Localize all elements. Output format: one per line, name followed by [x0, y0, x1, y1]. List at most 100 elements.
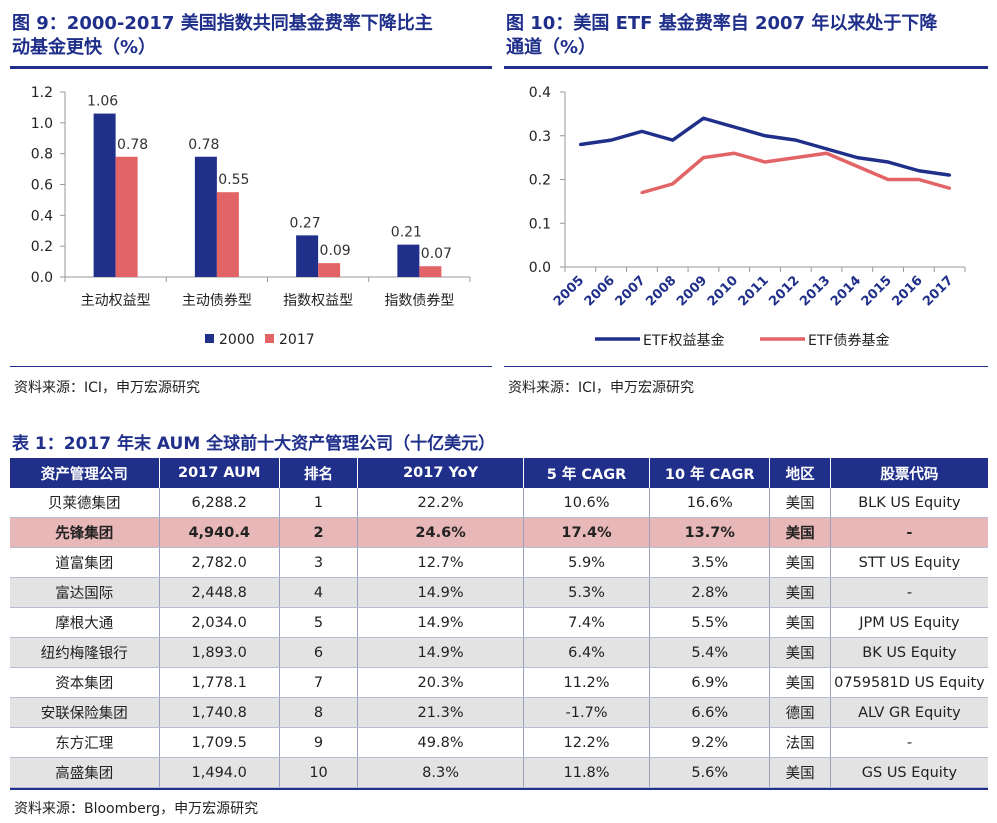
- table-cell: 道富集团: [10, 547, 160, 578]
- table-cell: 12.7%: [357, 547, 524, 578]
- table-cell: 1,494.0: [159, 757, 280, 788]
- table-cell: 1,893.0: [159, 637, 280, 668]
- fig9-bar-chart: 0.0 0.2 0.4 0.6 0.8 1.0 1.2 1.06 0.78 主动权益型 0.78 0.…: [31, 85, 471, 348]
- bar-value-label: 0.78: [188, 137, 219, 153]
- table-cell: 2.8%: [649, 577, 771, 608]
- legend-label-2000: 2000: [219, 332, 255, 348]
- table-cell: 2: [279, 517, 359, 548]
- y-tick-label: 0.0: [31, 270, 53, 286]
- table-cell: ALV GR Equity: [830, 697, 988, 728]
- table-cell: 高盛集团: [10, 757, 160, 788]
- data-point-ETF债券基金: [732, 151, 736, 155]
- bar-value-label: 0.09: [320, 243, 351, 259]
- table-row: 资本集团 1,778.1 7 20.3% 11.2% 6.9% 美国 0759581D US …: [10, 667, 988, 698]
- table-cell: 11.2%: [523, 667, 651, 698]
- table-cell: 17.4%: [523, 517, 651, 548]
- table-cell: 东方汇理: [10, 727, 160, 758]
- table-header-cell: 地区: [769, 458, 831, 488]
- x-tick-label: 2011: [736, 273, 772, 309]
- x-tick-label: 2008: [643, 273, 679, 309]
- x-tick-label: 2005: [551, 273, 587, 309]
- table-cell: 24.6%: [357, 517, 524, 548]
- data-point-ETF债券基金: [671, 182, 675, 186]
- table-cell: 安联保险集团: [10, 697, 160, 728]
- table-row: 先锋集团 4,940.4 2 24.6% 17.4% 13.7% 美国 -: [10, 517, 988, 548]
- table-cell: 5: [279, 607, 359, 638]
- fig10-bottom-rule: [504, 366, 988, 367]
- table-cell: 美国: [769, 757, 831, 788]
- data-point-ETF债券基金: [886, 178, 890, 181]
- table-cell: 22.2%: [357, 488, 524, 518]
- table-cell: 2,034.0: [159, 607, 280, 638]
- table-cell: 6: [279, 637, 359, 668]
- table-cell: 2,782.0: [159, 547, 280, 578]
- fig10-title: 图 10：美国 ETF 基金费率自 2007 年以来处于下降 通道（%）: [506, 12, 991, 60]
- bar-2000: [93, 113, 116, 277]
- x-tick-label: 2010: [705, 273, 741, 309]
- table-row: 富达国际 2,448.8 4 14.9% 5.3% 2.8% 美国 -: [10, 577, 988, 608]
- data-point-ETF权益基金: [948, 173, 952, 177]
- table-cell: -: [830, 727, 988, 758]
- table-row: 东方汇理 1,709.5 9 49.8% 12.2% 9.2% 法国 -: [10, 727, 988, 758]
- table-cell: 21.3%: [357, 697, 524, 728]
- y-tick-label: 0.8: [31, 147, 53, 163]
- legend-swatch-2000: [205, 334, 214, 343]
- y-tick-label: 1.0: [31, 116, 53, 132]
- table-cell: -1.7%: [523, 697, 651, 728]
- table-header-cell: 2017 AUM: [159, 458, 280, 488]
- table-header-cell: 5 年 CAGR: [523, 458, 651, 488]
- data-point-ETF权益基金: [640, 129, 644, 133]
- table-cell: 14.9%: [357, 577, 524, 608]
- table-cell: 美国: [769, 517, 831, 548]
- x-tick-label: 2016: [889, 273, 925, 309]
- table-cell: 10: [279, 757, 359, 788]
- table-cell: STT US Equity: [830, 547, 988, 578]
- data-point-ETF债券基金: [640, 191, 644, 195]
- y-tick-label: 0.4: [31, 208, 53, 224]
- data-point-ETF权益基金: [671, 138, 675, 142]
- y-tick-label: 0.4: [529, 85, 551, 101]
- y-tick-label: 0.3: [529, 129, 551, 145]
- table-header-row: 资产管理公司 2017 AUM 排名 2017 YoY 5 年 CAGR 10 年 CAG…: [10, 458, 988, 488]
- table-cell: 12.2%: [523, 727, 651, 758]
- table-cell: 德国: [769, 697, 831, 728]
- table-body: 贝莱德集团 6,288.2 1 22.2% 10.6% 16.6% 美国 BLK US Equ…: [10, 488, 988, 788]
- table-cell: 8.3%: [357, 757, 524, 788]
- table-header-cell: 资产管理公司: [10, 458, 160, 488]
- table-cell: 4: [279, 577, 359, 608]
- table-header-cell: 10 年 CAGR: [649, 458, 771, 488]
- table-cell: 1,740.8: [159, 697, 280, 728]
- x-tick-label: 2012: [766, 273, 802, 309]
- bar-2000: [296, 235, 319, 277]
- x-tick-label: 2014: [828, 273, 864, 309]
- x-category-label: 指数债券型: [384, 293, 454, 309]
- bar-value-label: 0.55: [218, 172, 249, 188]
- legend-label-2017: 2017: [279, 332, 315, 348]
- table-cell: 5.5%: [649, 607, 771, 638]
- fig9-title: 图 9：2000-2017 美国指数共同基金费率下降比主 动基金更快（%）: [12, 12, 492, 60]
- table-cell: 1,778.1: [159, 667, 280, 698]
- y-tick-label: 0.0: [529, 260, 551, 276]
- table-cell: 1,709.5: [159, 727, 280, 758]
- table-cell: 美国: [769, 577, 831, 608]
- table-cell: 3: [279, 547, 359, 578]
- x-category-label: 指数权益型: [283, 293, 353, 309]
- table-cell: 摩根大通: [10, 607, 160, 638]
- data-point-ETF债券基金: [701, 156, 705, 160]
- table-cell: 6,288.2: [159, 488, 280, 518]
- table-cell: 6.9%: [649, 667, 771, 698]
- table-cell: 先锋集团: [10, 517, 160, 548]
- table-cell: 7.4%: [523, 607, 651, 638]
- fig9-title-line1: 图 9：2000-2017 美国指数共同基金费率下降比主: [12, 13, 433, 34]
- table-cell: 13.7%: [649, 517, 771, 548]
- x-tick-label: 2017: [920, 273, 956, 309]
- x-tick-label: 2007: [613, 273, 649, 309]
- bar-2017: [318, 263, 341, 277]
- table-cell: 美国: [769, 637, 831, 668]
- fig10-line-chart: 0.00.10.20.30.42005200620072008200920102…: [529, 85, 966, 349]
- y-tick-label: 0.2: [31, 239, 53, 255]
- table-row: 摩根大通 2,034.0 5 14.9% 7.4% 5.5% 美国 JPM US Equity: [10, 607, 988, 638]
- table-cell: BK US Equity: [830, 637, 988, 668]
- table-cell: 1: [279, 488, 359, 518]
- table-cell: 0759581D US Equity: [830, 667, 988, 698]
